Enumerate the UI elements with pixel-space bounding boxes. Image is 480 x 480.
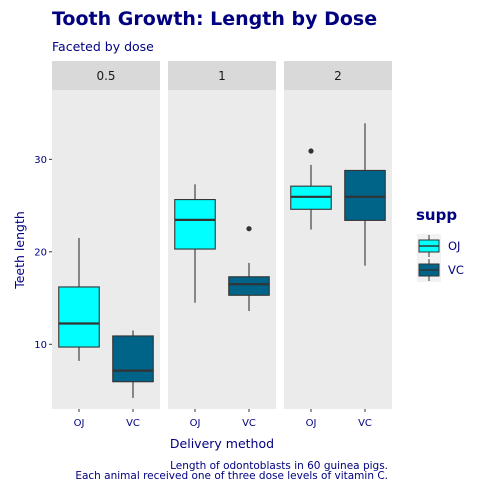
x-tick-label: OJ bbox=[74, 418, 85, 429]
facet-panel bbox=[284, 90, 392, 409]
x-tick-label: VC bbox=[358, 418, 372, 429]
x-tick-label: VC bbox=[242, 418, 256, 429]
outlier-point bbox=[246, 226, 252, 232]
y-axis-title: Teeth length bbox=[12, 211, 27, 290]
x-tick-label: OJ bbox=[306, 418, 317, 429]
outlier-point bbox=[308, 148, 314, 154]
x-tick-label: VC bbox=[126, 418, 140, 429]
facet-strip-label: 0.5 bbox=[96, 69, 115, 83]
legend-title: supp bbox=[416, 206, 457, 224]
y-tick-label: 30 bbox=[34, 155, 47, 166]
facet-2: 2 OJ VC bbox=[284, 61, 392, 429]
box-body bbox=[112, 335, 154, 383]
legend-label: OJ bbox=[448, 239, 460, 253]
chart-title: Tooth Growth: Length by Dose bbox=[52, 8, 377, 30]
y-axis: 10 20 30 bbox=[34, 155, 52, 351]
facet-strip-label: 1 bbox=[218, 69, 226, 83]
box-VC bbox=[228, 226, 270, 311]
facet-1: 1 OJ VC bbox=[168, 61, 276, 429]
y-tick-label: 20 bbox=[34, 247, 47, 258]
facet-0.5: 0.5 OJ VC bbox=[52, 61, 160, 429]
facet-strip-label: 2 bbox=[334, 69, 342, 83]
y-tick-label: 10 bbox=[34, 340, 47, 351]
caption-line-1: Length of odontoblasts in 60 guinea pigs… bbox=[170, 460, 388, 472]
box-body bbox=[228, 276, 270, 296]
box-OJ bbox=[58, 237, 100, 361]
facet-strip bbox=[284, 61, 392, 90]
facet-panels: 0.5 OJ VC 1 OJ VC 2 OJ VC bbox=[52, 61, 392, 429]
box-VC bbox=[344, 123, 386, 266]
legend: supp OJ VC bbox=[416, 206, 464, 282]
box-body bbox=[58, 286, 100, 348]
box-body bbox=[344, 169, 386, 221]
x-axis-title: Delivery method bbox=[170, 436, 274, 451]
box-body bbox=[174, 199, 216, 250]
facet-strip bbox=[168, 61, 276, 90]
caption-line-2: Each animal received one of three dose l… bbox=[75, 470, 388, 480]
legend-entry-OJ: OJ bbox=[417, 234, 460, 258]
box-OJ bbox=[290, 148, 332, 230]
legend-label: VC bbox=[448, 263, 464, 277]
chart-subtitle: Faceted by dose bbox=[52, 39, 154, 54]
facet-strip bbox=[52, 61, 160, 90]
box-OJ bbox=[174, 184, 216, 303]
box-VC bbox=[112, 330, 154, 398]
x-tick-label: OJ bbox=[190, 418, 201, 429]
legend-entry-VC: VC bbox=[417, 258, 464, 282]
